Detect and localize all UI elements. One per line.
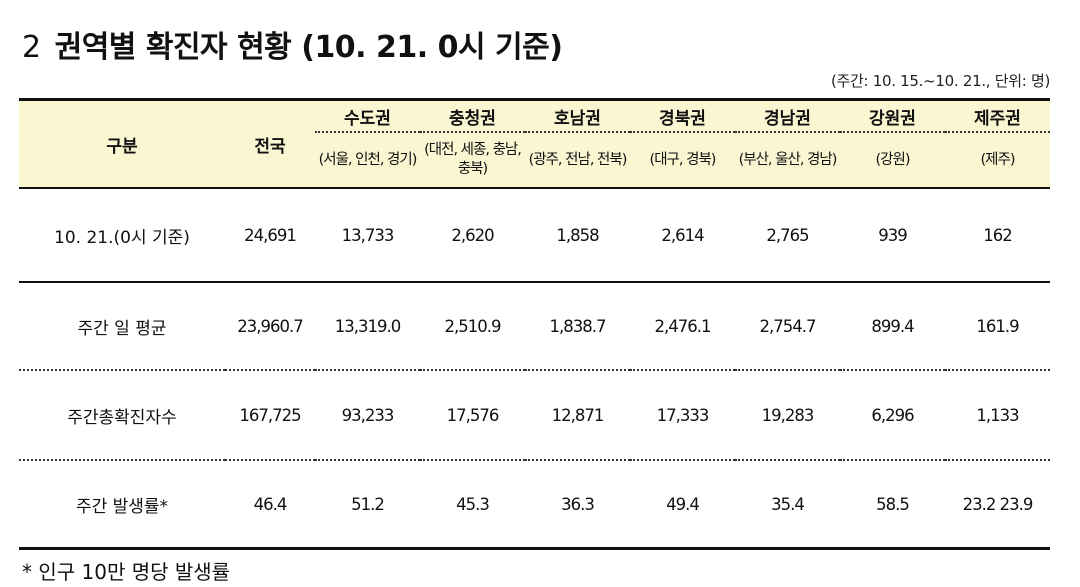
header-region-sub: (제주)	[945, 132, 1050, 189]
table-cell: 6,296	[840, 370, 945, 461]
header-region-name: 강원권	[840, 99, 945, 133]
header-region-name: 경남권	[735, 99, 840, 133]
header-subrow: (서울, 인천, 경기) (대전, 세종, 충남, 충북) (광주, 전남, 전…	[19, 132, 1050, 189]
table-row: 주간총확진자수 167,725 93,233 17,576 12,871 17,…	[19, 370, 1050, 461]
table-cell: 167,725	[225, 370, 315, 461]
table-cell: 19,283	[735, 370, 840, 461]
header-region-sub: (대구, 경북)	[630, 132, 735, 189]
title-text: 권역별 확진자 현황 (10. 21. 0시 기준)	[54, 30, 563, 65]
table-row: 주간 발생률* 46.4 51.2 45.3 36.3 49.4 35.4 58…	[19, 460, 1050, 549]
header-national: 전국	[225, 99, 315, 189]
row-label: 10. 21.(0시 기준)	[19, 188, 225, 283]
page-title: 2 권역별 확진자 현황 (10. 21. 0시 기준)	[22, 22, 563, 66]
table-cell: 2,620	[420, 188, 525, 283]
table-cell: 2,614	[630, 188, 735, 283]
header-region-name: 경북권	[630, 99, 735, 133]
table-cell: 51.2	[351, 494, 385, 514]
table-cell: 12,871	[525, 370, 630, 461]
table-cell: 161.9	[945, 282, 1050, 371]
header-region-sub: (부산, 울산, 경남)	[735, 132, 840, 189]
header-region-sub: (강원)	[840, 132, 945, 189]
table-cell: 2,765	[735, 188, 840, 283]
table-cell: 2,510.9	[420, 282, 525, 371]
header-region-name: 호남권	[525, 99, 630, 133]
table-row: 주간 일 평균 23,960.7 13,319.0 2,510.9 1,838.…	[19, 282, 1050, 371]
table-cell: 58.5	[876, 494, 910, 514]
section-number: 2	[22, 30, 41, 65]
table-cell: 35.4	[771, 494, 805, 514]
table-cell: 939	[840, 188, 945, 283]
table-cell: 2,476.1	[630, 282, 735, 371]
row-label: 주간 일 평균	[19, 282, 225, 371]
table-cell: 45.3	[456, 494, 490, 514]
table-cell: 23.2 23.9	[962, 494, 1034, 514]
table-cell: 2,754.7	[735, 282, 840, 371]
table-cell: 49.4	[666, 494, 700, 514]
table-cell: 13,733	[315, 188, 420, 283]
header-region-sub: (서울, 인천, 경기)	[315, 132, 420, 189]
footnote: * 인구 10만 명당 발생률	[22, 560, 231, 584]
header-row: 구분 전국 수도권 충청권 호남권 경북권 경남권 강원권 제주권	[19, 99, 1050, 189]
table-cell: 17,576	[420, 370, 525, 461]
header-region-name: 충청권	[420, 99, 525, 133]
table-cell: 93,233	[315, 370, 420, 461]
table-cell: 1,133	[945, 370, 1050, 461]
table-cell: 1,858	[525, 188, 630, 283]
table-cell: 17,333	[630, 370, 735, 461]
table-cell: 899.4	[840, 282, 945, 371]
header-region-sub: (광주, 전남, 전북)	[525, 132, 630, 189]
table-cell: 162	[945, 188, 1050, 283]
unit-note: (주간: 10. 15.~10. 21., 단위: 명)	[830, 72, 1050, 90]
row-label: 주간총확진자수	[19, 370, 225, 461]
table-cell: 23,960.7	[225, 282, 315, 371]
table-row: 10. 21.(0시 기준) 24,691 13,733 2,620 1,858…	[19, 188, 1050, 283]
table-cell: 13,319.0	[315, 282, 420, 371]
header-region-sub: (대전, 세종, 충남, 충북)	[420, 132, 525, 189]
header-category: 구분	[19, 99, 225, 189]
header-region-name: 제주권	[945, 99, 1050, 133]
row-label: 주간 발생률*	[75, 496, 169, 517]
table-cell: 24,691	[225, 188, 315, 283]
table-cell: 36.3	[561, 494, 595, 514]
header-region-name: 수도권	[315, 99, 420, 133]
table-cell: 46.4	[253, 494, 288, 514]
regional-cases-table: 구분 전국 수도권 충청권 호남권 경북권 경남권 강원권 제주권 (서울, 인…	[19, 98, 1050, 550]
table-cell: 1,838.7	[525, 282, 630, 371]
